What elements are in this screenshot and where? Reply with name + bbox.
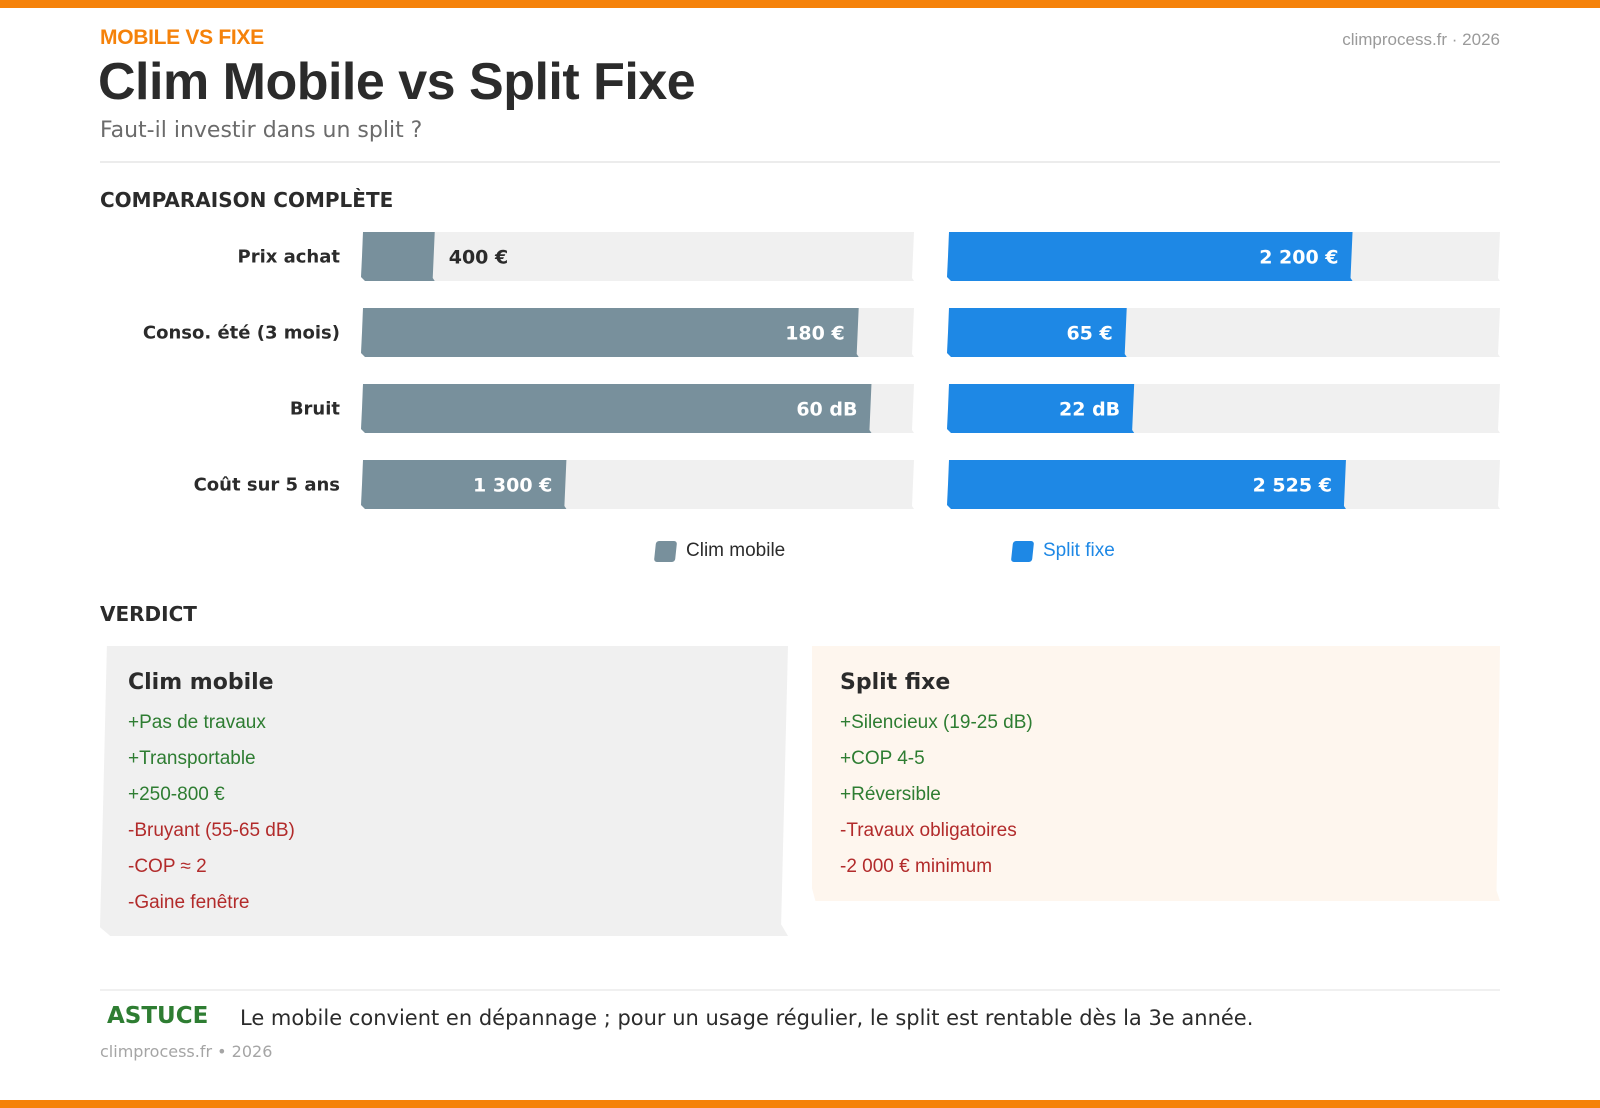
verdict-section-title: VERDICT: [100, 602, 197, 626]
con-item: -Travaux obligatoires: [840, 820, 1017, 841]
data-label: 65 €: [1066, 323, 1112, 345]
con-item: -COP ≈ 2: [128, 856, 207, 877]
tip-divider: [100, 989, 1500, 991]
data-label: 2 525 €: [1253, 475, 1332, 497]
bar-mobile: [361, 460, 567, 509]
data-label: 180 €: [785, 323, 845, 345]
data-label: 400 €: [449, 247, 509, 269]
con-item: -2 000 € minimum: [840, 856, 993, 877]
top-accent-stripe: [0, 0, 1600, 8]
pro-item: +250-800 €: [128, 784, 225, 805]
bar-track: [361, 232, 914, 281]
legend-label-split: Split fixe: [1043, 540, 1115, 561]
con-item: -Gaine fenêtre: [128, 892, 250, 913]
legend-label-mobile: Clim mobile: [686, 540, 786, 561]
con-item: -Bruyant (55-65 dB): [128, 820, 295, 841]
data-label: 22 dB: [1059, 399, 1120, 421]
bottom-accent-stripe: [0, 1100, 1600, 1108]
page-title: Clim Mobile vs Split Fixe: [98, 53, 696, 111]
brand-footer: climprocess.fr • 2026: [100, 1042, 273, 1061]
verdict-card-mobile: Clim mobile +Pas de travaux +Transportab…: [100, 646, 788, 936]
bar-split: [947, 460, 1346, 509]
category-label: Prix achat: [238, 247, 341, 268]
category-label: Coût sur 5 ans: [194, 475, 340, 496]
verdict-card-title: Split fixe: [840, 670, 951, 695]
comparison-section-title: COMPARAISON COMPLÈTE: [100, 188, 394, 212]
data-label: 60 dB: [796, 399, 857, 421]
bar-mobile: [361, 308, 859, 357]
bar-mobile: [361, 232, 435, 281]
bar-split: [947, 384, 1135, 433]
bar-split: [947, 232, 1353, 281]
data-label: 2 200 €: [1259, 247, 1338, 269]
pro-item: +Réversible: [840, 784, 941, 805]
pro-item: +Silencieux (19-25 dB): [840, 712, 1033, 733]
eyebrow-label: MOBILE VS FIXE: [100, 26, 264, 49]
legend-item-mobile: Clim mobile: [653, 540, 786, 562]
header-divider: [100, 161, 1500, 163]
tip-label: ASTUCE: [107, 1003, 209, 1029]
bar-split: [947, 308, 1127, 357]
legend-swatch-mobile: [653, 540, 678, 562]
data-label: 1 300 €: [473, 475, 552, 497]
pro-item: +COP 4-5: [840, 748, 925, 769]
category-label: Bruit: [290, 399, 341, 420]
legend-swatch-split: [1010, 540, 1035, 562]
tip-text: Le mobile convient en dépannage ; pour u…: [240, 1006, 1254, 1030]
verdict-card-split: Split fixe +Silencieux (19-25 dB) +COP 4…: [812, 646, 1500, 901]
category-label: Conso. été (3 mois): [143, 323, 340, 344]
bar-mobile: [361, 384, 872, 433]
pro-item: +Transportable: [128, 748, 256, 769]
legend-item-split: Split fixe: [1010, 540, 1115, 562]
pro-item: +Pas de travaux: [128, 712, 266, 733]
verdict-card-title: Clim mobile: [128, 670, 274, 695]
page-subtitle: Faut-il investir dans un split ?: [100, 118, 423, 143]
brand-header: climprocess.fr · 2026: [1342, 30, 1500, 49]
